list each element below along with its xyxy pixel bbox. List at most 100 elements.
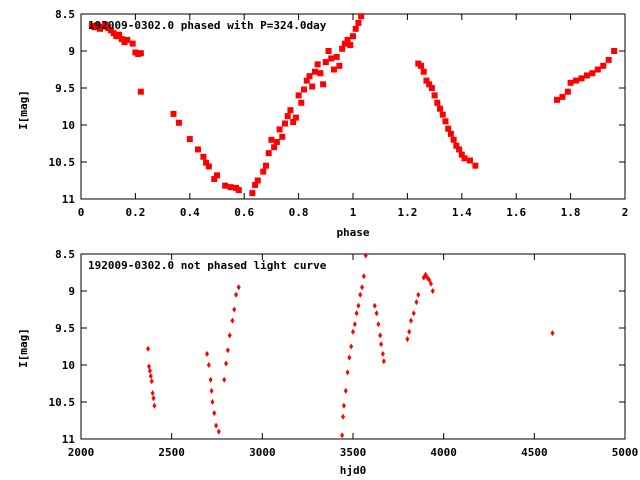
data-point xyxy=(461,155,468,162)
y-tick-label: 9 xyxy=(68,45,75,58)
data-point xyxy=(262,162,269,169)
data-point xyxy=(124,36,131,43)
data-point xyxy=(347,42,354,49)
data-point xyxy=(567,79,574,86)
data-point xyxy=(550,330,555,337)
data-point xyxy=(314,61,321,68)
data-point xyxy=(358,13,365,20)
data-point xyxy=(325,48,332,54)
data-points xyxy=(146,252,555,439)
data-point xyxy=(434,99,441,106)
data-point xyxy=(430,288,435,294)
data-point xyxy=(284,113,291,120)
y-ticks: 8.5 9 9.5 10 10.5 11 xyxy=(49,248,625,446)
data-point xyxy=(214,172,220,179)
data-point xyxy=(205,350,210,357)
data-point xyxy=(372,302,377,309)
unphased-light-curve-panel: 2000 2500 3000 3500 4000 4500 5000 8.5 9 9.5 10 10… xyxy=(17,248,638,477)
data-point xyxy=(200,153,207,160)
data-point xyxy=(352,25,359,32)
data-point xyxy=(212,410,217,417)
data-point xyxy=(437,105,444,112)
plot-title: 192009-0302.0 not phased light curve xyxy=(88,259,327,272)
data-point xyxy=(578,75,585,82)
data-point xyxy=(235,187,242,194)
y-tick-label: 9 xyxy=(68,285,75,298)
data-point xyxy=(311,68,318,75)
data-point xyxy=(330,66,337,73)
data-point xyxy=(564,88,571,95)
data-point xyxy=(344,36,351,43)
data-point xyxy=(426,81,433,88)
data-point xyxy=(214,422,219,429)
data-point xyxy=(341,40,348,47)
data-point xyxy=(379,341,384,348)
x-tick-label: 1.4 xyxy=(452,206,472,219)
data-point xyxy=(298,99,305,106)
data-point xyxy=(225,347,230,354)
data-point xyxy=(453,142,460,149)
data-point xyxy=(152,402,157,409)
data-point xyxy=(341,413,346,420)
data-point xyxy=(442,118,449,125)
data-point xyxy=(554,96,560,103)
data-point xyxy=(116,31,123,38)
x-ticks: 2000 2500 3000 3500 4000 4500 5000 xyxy=(68,254,638,459)
data-point xyxy=(333,53,340,60)
x-tick-label: 3500 xyxy=(340,446,367,459)
data-point xyxy=(355,19,362,26)
data-point xyxy=(194,146,201,153)
data-point xyxy=(472,162,479,169)
x-tick-label: 1 xyxy=(350,206,357,219)
data-point xyxy=(378,332,383,339)
data-point xyxy=(137,50,144,57)
data-point xyxy=(208,376,213,383)
data-point xyxy=(205,163,212,170)
data-point xyxy=(381,358,386,365)
data-point xyxy=(605,56,612,63)
y-tick-label: 8.5 xyxy=(55,8,75,21)
data-point xyxy=(209,387,214,394)
data-point xyxy=(573,77,580,84)
data-point xyxy=(306,73,313,80)
data-point xyxy=(336,62,343,69)
y-tick-label: 9.5 xyxy=(55,322,75,335)
data-point xyxy=(249,190,256,197)
data-point xyxy=(559,93,566,100)
data-point xyxy=(232,306,237,313)
data-point xyxy=(350,33,356,40)
data-point xyxy=(170,110,177,117)
y-tick-label: 10.5 xyxy=(49,156,76,169)
data-point xyxy=(216,428,221,435)
data-point xyxy=(431,92,438,99)
x-ticks: 0 0.2 0.4 0.6 0.8 1 1.2 1.4 1.6 1.8 2 xyxy=(78,14,628,219)
y-axis-label: I[mag] xyxy=(17,328,30,368)
data-point xyxy=(583,72,590,79)
x-tick-label: 3000 xyxy=(249,446,276,459)
data-point xyxy=(405,336,410,343)
data-point xyxy=(320,81,327,88)
y-tick-label: 8.5 xyxy=(55,248,75,261)
data-point xyxy=(458,151,465,158)
data-point xyxy=(418,62,424,69)
data-point xyxy=(129,40,136,47)
data-point xyxy=(268,136,275,143)
data-point xyxy=(328,55,335,62)
data-point xyxy=(146,345,151,352)
data-point xyxy=(380,350,385,357)
x-tick-label: 0.2 xyxy=(125,206,145,219)
x-tick-label: 0 xyxy=(78,206,85,219)
data-point xyxy=(439,111,446,118)
x-tick-label: 0.4 xyxy=(180,206,200,219)
data-point xyxy=(236,284,241,291)
data-point xyxy=(137,88,144,95)
data-point xyxy=(234,291,239,298)
data-point xyxy=(349,343,354,350)
data-point xyxy=(447,130,454,137)
data-point xyxy=(414,299,419,306)
data-point xyxy=(466,157,473,164)
data-point xyxy=(594,66,601,73)
data-point xyxy=(374,310,379,317)
data-point xyxy=(358,291,363,298)
